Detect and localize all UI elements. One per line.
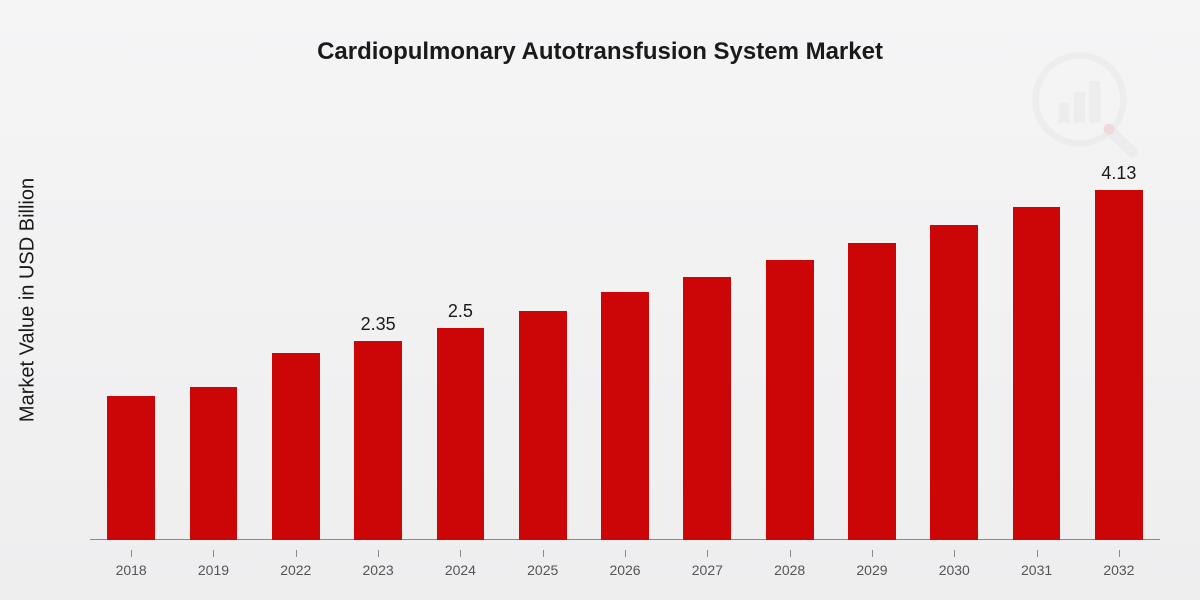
x-axis-tick-label: 2023 xyxy=(337,550,419,600)
x-axis-tick xyxy=(872,550,873,557)
x-axis-tick-text: 2030 xyxy=(939,562,970,600)
bar-group xyxy=(90,150,172,540)
x-axis-tick-label: 2028 xyxy=(749,550,831,600)
bar xyxy=(930,225,978,540)
bar xyxy=(107,396,155,540)
x-axis-tick-label: 2027 xyxy=(666,550,748,600)
bar-value-label: 2.35 xyxy=(361,314,396,335)
x-axis-tick xyxy=(707,550,708,557)
x-axis-tick-label: 2025 xyxy=(502,550,584,600)
x-axis-tick-text: 2028 xyxy=(774,562,805,600)
bar xyxy=(190,387,238,540)
bar xyxy=(437,328,485,540)
x-axis-tick xyxy=(954,550,955,557)
bar-group: 2.35 xyxy=(337,150,419,540)
x-axis-tick-text: 2031 xyxy=(1021,562,1052,600)
x-axis-tick xyxy=(213,550,214,557)
bar xyxy=(1095,190,1143,540)
x-axis-tick-label: 2032 xyxy=(1078,550,1160,600)
x-axis-tick-label: 2029 xyxy=(831,550,913,600)
x-axis-tick xyxy=(131,550,132,557)
bar xyxy=(848,243,896,540)
x-axis-tick-label: 2019 xyxy=(172,550,254,600)
x-axis-tick-text: 2019 xyxy=(198,562,229,600)
bar-group xyxy=(995,150,1077,540)
x-axis-tick-text: 2022 xyxy=(280,562,311,600)
bar xyxy=(601,292,649,540)
y-axis-label: Market Value in USD Billion xyxy=(17,178,40,422)
x-axis-tick xyxy=(790,550,791,557)
x-axis-tick-label: 2030 xyxy=(913,550,995,600)
watermark-logo xyxy=(1030,50,1140,165)
x-axis-tick-label: 2026 xyxy=(584,550,666,600)
bar xyxy=(683,277,731,540)
plot-area: 2.35 2.5 4.13 xyxy=(90,150,1160,540)
x-axis-tick xyxy=(1119,550,1120,557)
x-axis-tick-label: 2018 xyxy=(90,550,172,600)
bar-group xyxy=(666,150,748,540)
x-axis-tick-text: 2018 xyxy=(116,562,147,600)
x-axis-labels: 2018 2019 2022 2023 2024 2025 2026 2027 2028 2029… xyxy=(90,550,1160,600)
x-axis-tick-label: 2031 xyxy=(995,550,1077,600)
bar-group: 2.5 xyxy=(419,150,501,540)
bar-value-label: 2.5 xyxy=(448,301,473,322)
x-axis-tick-text: 2027 xyxy=(692,562,723,600)
bar-group xyxy=(913,150,995,540)
bar xyxy=(354,341,402,540)
x-axis-tick-text: 2026 xyxy=(609,562,640,600)
x-axis-tick-text: 2024 xyxy=(445,562,476,600)
bar xyxy=(519,311,567,540)
bar-group xyxy=(831,150,913,540)
x-axis-tick xyxy=(296,550,297,557)
bar xyxy=(766,260,814,540)
x-axis-tick xyxy=(378,550,379,557)
bar-group xyxy=(172,150,254,540)
bar xyxy=(272,353,320,540)
x-axis-tick-label: 2022 xyxy=(255,550,337,600)
x-axis-tick xyxy=(1037,550,1038,557)
chart-title: Cardiopulmonary Autotransfusion System M… xyxy=(0,38,1200,66)
x-axis-tick xyxy=(625,550,626,557)
bars-magnifier-icon xyxy=(1030,50,1140,160)
bar xyxy=(1013,207,1061,540)
bar-group: 4.13 xyxy=(1078,150,1160,540)
bars-container: 2.35 2.5 4.13 xyxy=(90,150,1160,540)
bar-group xyxy=(255,150,337,540)
x-axis-tick xyxy=(460,550,461,557)
x-axis-tick-text: 2032 xyxy=(1103,562,1134,600)
x-axis-tick-text: 2029 xyxy=(856,562,887,600)
x-axis-tick-text: 2023 xyxy=(363,562,394,600)
bar-value-label: 4.13 xyxy=(1101,163,1136,184)
x-axis-tick-label: 2024 xyxy=(419,550,501,600)
x-axis-tick xyxy=(543,550,544,557)
bar-group xyxy=(749,150,831,540)
x-axis-tick-text: 2025 xyxy=(527,562,558,600)
bar-group xyxy=(502,150,584,540)
bar-group xyxy=(584,150,666,540)
